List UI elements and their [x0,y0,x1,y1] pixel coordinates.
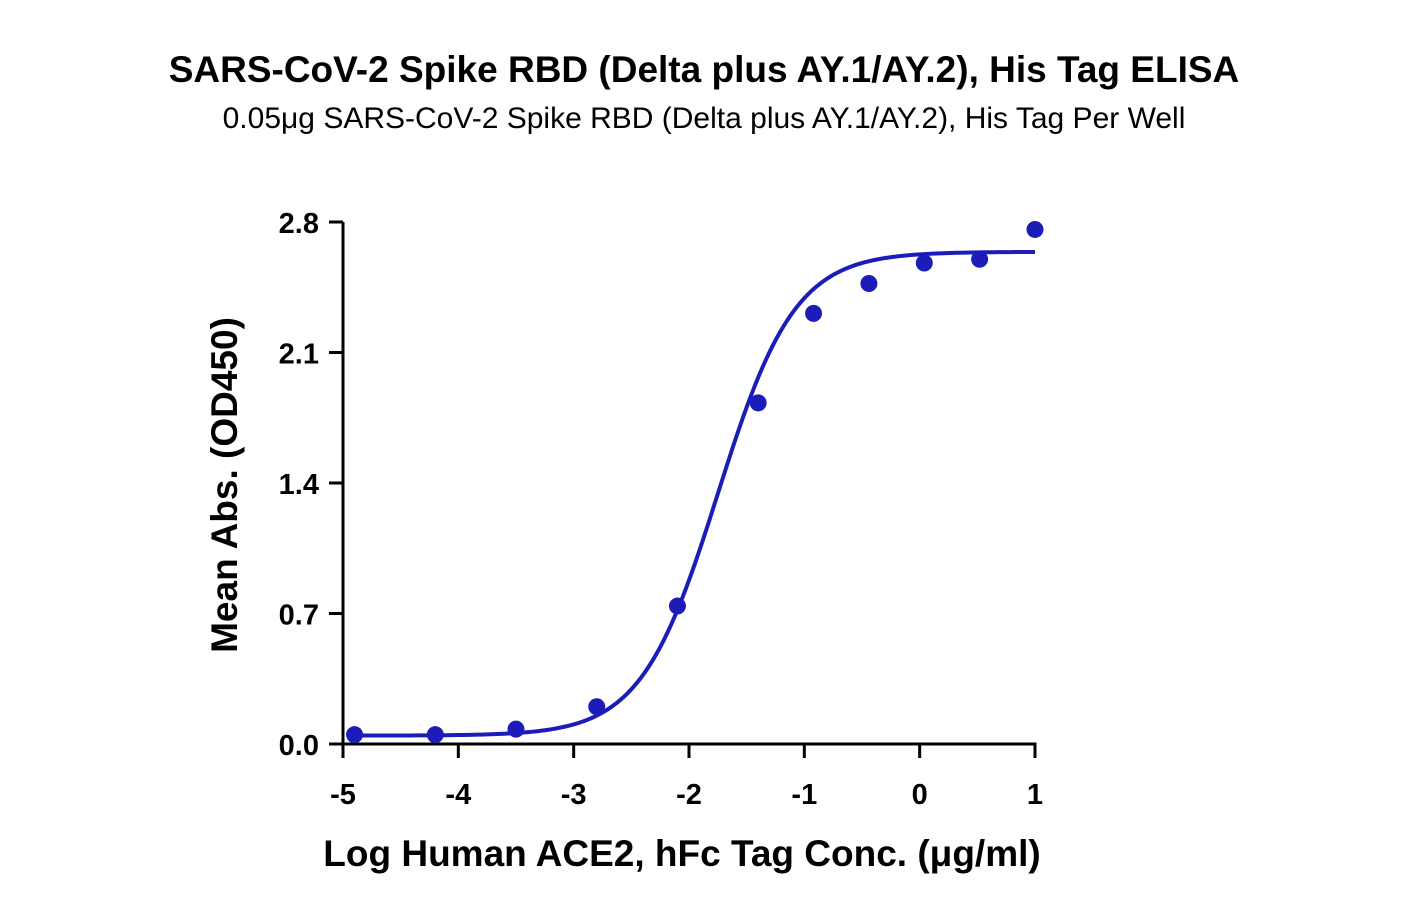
x-axis-ticks: -5 -4 -3 -2 -1 0 1 [330,744,1043,811]
chart-subtitle: 0.05μg SARS-CoV-2 Spike RBD (Delta plus … [223,102,1186,135]
data-point [749,394,767,412]
data-point [588,698,606,716]
data-point [971,250,989,268]
x-tick-label: -3 [561,779,587,811]
data-point [668,597,686,615]
y-tick-label: 2.1 [279,339,319,371]
data-point [346,726,364,744]
x-tick-label: -5 [330,779,356,811]
x-axis-label: Log Human ACE2, hFc Tag Conc. (μg/ml) [323,833,1040,874]
data-point [805,304,823,322]
data-point [426,726,444,744]
plot-area: -5 -4 -3 -2 -1 0 1 0.0 0.7 1.4 2.1 2.8 [279,208,1044,811]
x-tick-label: -2 [676,779,702,811]
x-tick-label: 0 [912,779,928,811]
y-tick-label: 2.8 [279,208,319,240]
data-point [1026,220,1044,238]
x-tick-label: 1 [1027,779,1043,811]
x-tick-label: -4 [445,779,471,811]
data-point [915,254,933,272]
y-tick-label: 1.4 [279,469,319,501]
fit-curve-group [354,249,1036,738]
x-tick-label: -1 [791,779,817,811]
y-tick-label: 0.0 [279,730,319,762]
y-axis-ticks: 0.0 0.7 1.4 2.1 2.8 [279,208,343,762]
y-tick-label: 0.7 [279,600,319,632]
fit-curve [354,249,1036,738]
data-point [860,275,878,293]
chart-title: SARS-CoV-2 Spike RBD (Delta plus AY.1/AY… [169,49,1240,90]
data-point [507,720,525,738]
data-points [346,220,1044,744]
y-axis-label: Mean Abs. (OD450) [204,317,245,653]
